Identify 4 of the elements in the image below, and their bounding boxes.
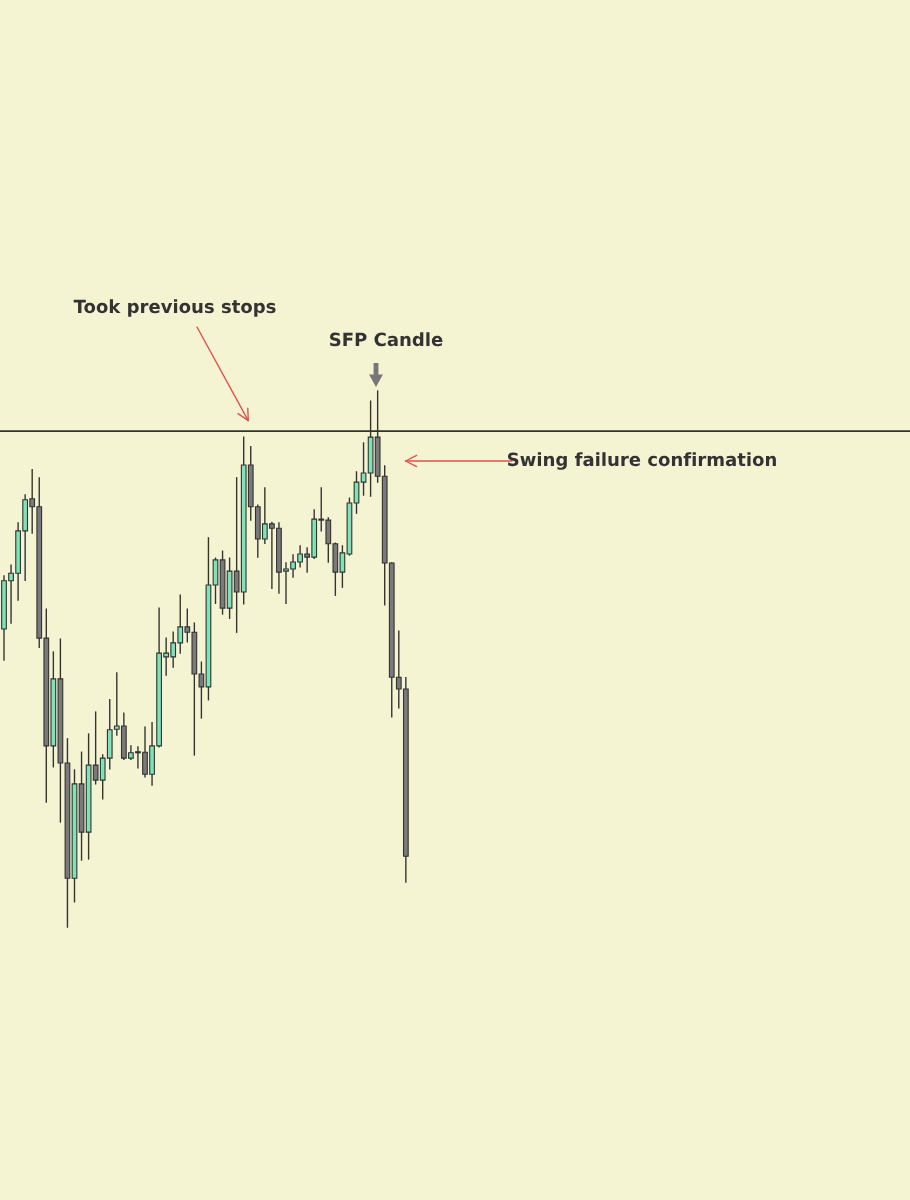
candlestick [353, 471, 360, 514]
text: Took previous stops [73, 299, 276, 317]
text: Swing failure confirmation [507, 452, 776, 470]
text: SFP Candle [330, 332, 443, 347]
